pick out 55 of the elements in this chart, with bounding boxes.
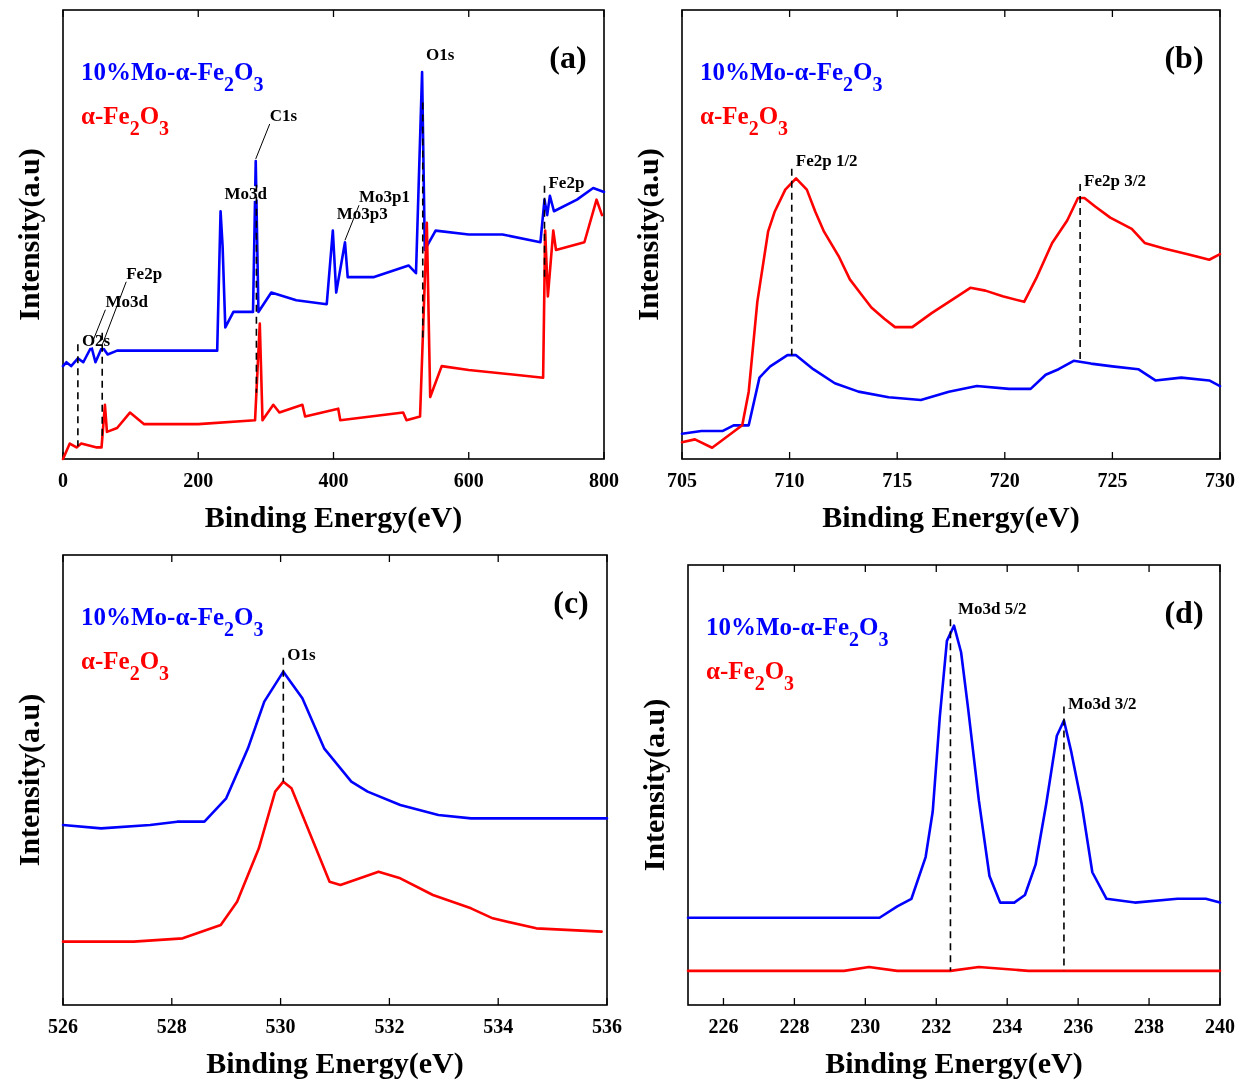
- annotation: Fe2p 1/2: [795, 151, 858, 171]
- x-tick-label: 400: [318, 469, 349, 491]
- y-axis-title: Intensity(a.u): [12, 148, 46, 321]
- text: 10%Mo-α-Fe$_{2}$O$_{3}$: [706, 613, 889, 650]
- annotation: Mo3p1: [359, 187, 410, 207]
- annotation: (a): [549, 39, 587, 75]
- x-tick-label: 532: [374, 1015, 405, 1037]
- annotation: Fe2p: [126, 263, 163, 283]
- annotation: Mo3d 3/2: [1067, 693, 1137, 713]
- x-tick-label: 234: [992, 1015, 1023, 1037]
- x-tick-label: 536: [592, 1015, 622, 1037]
- x-tick-label: 526: [48, 1015, 78, 1037]
- x-tick-label: 0: [58, 469, 68, 491]
- x-tick-label: 600: [453, 469, 484, 491]
- x-tick-label: 240: [1205, 1015, 1235, 1037]
- x-tick-label: 228: [779, 1015, 810, 1037]
- y-axis-title: Intensity(a.u): [637, 698, 671, 872]
- annotation: (d): [1164, 594, 1204, 630]
- y-axis-title: Intensity(a.u): [631, 148, 665, 321]
- y-axis-title: Intensity(a.u): [12, 693, 46, 867]
- x-tick-label: 715: [882, 469, 913, 491]
- x-axis-title: Binding Energy(eV): [825, 1046, 1083, 1080]
- x-tick-label: 710: [774, 469, 805, 491]
- x-axis-title: Binding Energy(eV): [204, 500, 463, 534]
- x-tick-label: 534: [483, 1015, 514, 1037]
- x-axis-title: Binding Energy(eV): [822, 500, 1080, 534]
- annotation: C1s: [269, 105, 298, 125]
- x-tick-label: 528: [156, 1015, 187, 1037]
- series-label: α-Fe$_{2}$O$_{3}$: [700, 102, 789, 139]
- series-label: 10%Mo-α-Fe$_{2}$O$_{3}$: [81, 603, 264, 640]
- text: α-Fe$_{2}$O$_{3}$: [81, 647, 170, 684]
- x-tick-label: 705: [667, 469, 697, 491]
- text: (c): [553, 584, 589, 620]
- x-tick-label: 720: [989, 469, 1020, 491]
- annotation: Mo3d 5/2: [958, 598, 1027, 618]
- annotation: Fe2p: [548, 172, 585, 192]
- text: α-Fe$_{2}$O$_{3}$: [81, 102, 170, 139]
- x-tick-label: 800: [589, 469, 619, 491]
- x-tick-label: 200: [183, 469, 214, 491]
- x-axis-title: Binding Energy(eV): [206, 1046, 464, 1080]
- x-tick-label: 730: [1205, 469, 1235, 491]
- x-tick-label: 725: [1097, 469, 1128, 491]
- x-tick-label: 232: [921, 1015, 952, 1037]
- annotation: O1s: [426, 44, 455, 64]
- x-tick-label: 226: [708, 1015, 739, 1037]
- text: 10%Mo-α-Fe$_{2}$O$_{3}$: [81, 58, 264, 95]
- text: 10%Mo-α-Fe$_{2}$O$_{3}$: [700, 58, 883, 95]
- text: α-Fe$_{2}$O$_{3}$: [706, 657, 795, 694]
- x-tick-label: 230: [850, 1015, 881, 1037]
- x-tick-label: 236: [1063, 1015, 1094, 1037]
- annotation: O1s: [287, 644, 317, 664]
- text: (b): [1164, 39, 1204, 75]
- x-tick-label: 530: [265, 1015, 296, 1037]
- x-tick-label: 238: [1134, 1015, 1165, 1037]
- annotation: Fe2p 3/2: [1084, 171, 1146, 191]
